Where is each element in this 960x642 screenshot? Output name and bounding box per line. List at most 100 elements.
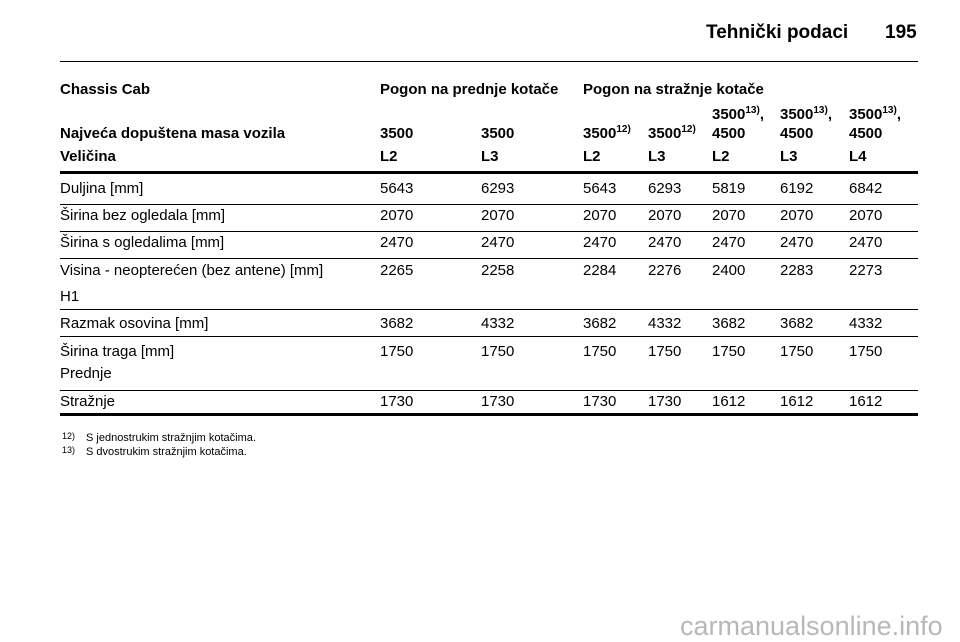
cell: 350012) [648, 125, 696, 143]
cell: 350013), [712, 106, 764, 124]
row-label: Širina s ogledalima [mm] [60, 234, 225, 251]
row-label: Veličina [60, 148, 116, 165]
cell-value: 3500 [712, 106, 746, 123]
cell-value: 3500 [849, 106, 883, 123]
row-sublabel: Prednje [60, 365, 112, 382]
cell: 4500 [849, 125, 883, 142]
footnote-mark: 13) [62, 445, 76, 455]
row-label: Stražnje [60, 393, 116, 410]
cell-value: 3500 [481, 125, 515, 142]
rule [60, 336, 918, 337]
row-label: Visina - neopterećen (bez antene) [mm] [60, 262, 324, 279]
group-header: Pogon na prednje kotače [380, 81, 559, 98]
footnote-text: S jednostrukim stražnjim kotačima. [86, 432, 256, 444]
cell: 2470 [780, 234, 814, 251]
cell: 3682 [380, 315, 414, 332]
cell: 2276 [648, 262, 682, 279]
cell: 1750 [712, 343, 746, 360]
cell: 2470 [583, 234, 617, 251]
cell: 2470 [648, 234, 682, 251]
cell: 2258 [481, 262, 515, 279]
cell: 350012) [583, 125, 631, 143]
cell: 2070 [849, 207, 883, 224]
page-number: 195 [885, 22, 917, 43]
rule [60, 231, 918, 232]
cell: 5643 [583, 180, 617, 197]
cell: L2 [583, 148, 601, 165]
row-label: Najveća dopuštena masa vozila [60, 125, 286, 142]
cell: 1612 [712, 393, 746, 410]
cell: 2470 [849, 234, 883, 251]
cell: 4332 [849, 315, 883, 332]
rule [60, 204, 918, 205]
cell: 6293 [481, 180, 515, 197]
footnote-mark: 12) [62, 431, 76, 441]
rule [60, 390, 918, 391]
cell: L3 [780, 148, 798, 165]
cell: L2 [712, 148, 730, 165]
cell: 1750 [481, 343, 515, 360]
cell: 2070 [712, 207, 746, 224]
footnote-ref: 13) [813, 105, 828, 116]
cell: L2 [380, 148, 398, 165]
cell: 2070 [380, 207, 414, 224]
cell: 2470 [380, 234, 414, 251]
cell: 3682 [712, 315, 746, 332]
cell: 2070 [648, 207, 682, 224]
cell: 4500 [780, 125, 814, 142]
rule [60, 171, 918, 174]
cell: 2273 [849, 262, 883, 279]
cell-value: 3500 [648, 125, 682, 142]
cell: 2070 [780, 207, 814, 224]
footnote-ref: 12) [616, 124, 631, 135]
cell-value: 3500 [380, 125, 414, 142]
cell: 4332 [648, 315, 682, 332]
cell: 2070 [481, 207, 515, 224]
footnote-text: S dvostrukim stražnjim kotačima. [86, 446, 247, 458]
cell: 1750 [380, 343, 414, 360]
footnote-ref: 13) [882, 105, 897, 116]
row-label: Razmak osovina [mm] [60, 315, 209, 332]
punct: , [896, 106, 901, 123]
title: Tehnički podaci [706, 22, 849, 43]
rule [60, 413, 918, 416]
row-label: Širina traga [mm] [60, 343, 175, 360]
group-header: Chassis Cab [60, 81, 151, 98]
cell: 2400 [712, 262, 746, 279]
watermark: carmanualsonline.info [680, 611, 943, 641]
cell: 350013), [780, 106, 832, 124]
footnote-ref: 13) [745, 105, 760, 116]
cell: L3 [481, 148, 499, 165]
cell: 1750 [780, 343, 814, 360]
cell: L4 [849, 148, 867, 165]
group-header: Pogon na stražnje kotače [583, 81, 764, 98]
rule [60, 309, 918, 310]
footnote-ref: 12) [681, 124, 696, 135]
rule [60, 61, 918, 62]
row-label: Duljina [mm] [60, 180, 144, 197]
cell: 2470 [712, 234, 746, 251]
cell: 3500 [481, 125, 514, 143]
cell: L3 [648, 148, 666, 165]
cell: 3682 [780, 315, 814, 332]
cell: 2070 [583, 207, 617, 224]
punct: , [827, 106, 832, 123]
cell: 1750 [648, 343, 682, 360]
cell: 2265 [380, 262, 414, 279]
cell: 1612 [780, 393, 814, 410]
cell-value: 3500 [583, 125, 617, 142]
cell: 6192 [780, 180, 814, 197]
cell: 1730 [380, 393, 414, 410]
cell: 2284 [583, 262, 617, 279]
cell: 1750 [583, 343, 617, 360]
cell: 3500 [380, 125, 413, 143]
cell-value: 3500 [780, 106, 814, 123]
row-sublabel: H1 [60, 288, 80, 305]
cell: 1612 [849, 393, 883, 410]
cell: 3682 [583, 315, 617, 332]
punct: , [759, 106, 764, 123]
cell: 5819 [712, 180, 746, 197]
cell: 350013), [849, 106, 901, 124]
cell: 1730 [648, 393, 682, 410]
